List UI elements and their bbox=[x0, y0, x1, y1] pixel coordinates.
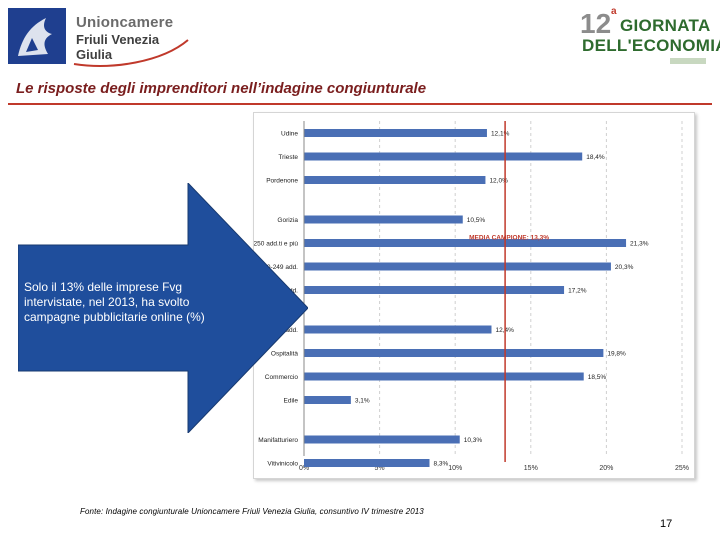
bar bbox=[304, 459, 430, 467]
x-tick-label: 0% bbox=[299, 465, 309, 472]
callout-text: Solo il 13% delle imprese Fvg intervista… bbox=[24, 280, 205, 324]
bar bbox=[304, 129, 487, 137]
bar bbox=[304, 396, 351, 404]
unioncamere-logo: Unioncamere Friuli Venezia Giulia bbox=[8, 8, 189, 67]
category-label: 50-249 add. bbox=[263, 264, 298, 271]
data-label: 21,3% bbox=[630, 241, 649, 248]
category-label: 250 add.ti e più bbox=[254, 241, 298, 248]
data-label: 12,1% bbox=[491, 131, 510, 138]
bar bbox=[304, 349, 604, 357]
data-label: 8,3% bbox=[433, 461, 448, 468]
category-label: Trieste bbox=[278, 154, 298, 161]
x-tick-label: 25% bbox=[675, 465, 689, 472]
logo-swoosh-icon bbox=[73, 39, 189, 67]
x-tick-label: 5% bbox=[375, 465, 385, 472]
giornata-economia-logo: 12 a GIORNATA DELL'ECONOMIA bbox=[580, 6, 720, 68]
bar bbox=[304, 262, 611, 271]
data-label: 17,2% bbox=[568, 288, 587, 295]
category-label: Vitivinicolo bbox=[267, 461, 298, 468]
category-label: Udine bbox=[281, 131, 298, 138]
reference-line-label: MEDIA CAMPIONE: 13,3% bbox=[469, 235, 549, 242]
bar bbox=[304, 325, 492, 334]
bar-chart-panel: 0% 5% 10% 15% 20% 25% Udine 12,1% Trieste 18,4% Po… bbox=[253, 112, 695, 479]
category-label: Commercio bbox=[265, 374, 299, 381]
category-label: Manifatturiero bbox=[258, 437, 298, 444]
category-label: Pordenone bbox=[266, 178, 298, 185]
bar bbox=[304, 239, 627, 247]
logo-edition-number: 12 bbox=[580, 8, 612, 39]
x-tick-label: 20% bbox=[599, 465, 613, 472]
data-label: 20,3% bbox=[615, 264, 634, 271]
callout-arrow-icon bbox=[18, 183, 308, 433]
bar bbox=[304, 176, 486, 184]
logo-line1: Unioncamere bbox=[76, 14, 174, 31]
data-label: 18,4% bbox=[586, 154, 605, 161]
logo-edition-superscript: a bbox=[611, 6, 617, 17]
data-label: 3,1% bbox=[355, 398, 370, 405]
category-label: Gorizia bbox=[277, 217, 298, 224]
logo-sponsor-strip bbox=[670, 58, 706, 64]
bar-chart: 0% 5% 10% 15% 20% 25% Udine 12,1% Trieste 18,4% Po… bbox=[254, 121, 689, 472]
slide-title: Le risposte degli imprenditori nell’inda… bbox=[16, 80, 427, 97]
title-divider bbox=[8, 103, 712, 105]
data-label: 12,0% bbox=[489, 178, 508, 185]
data-label: 19,8% bbox=[607, 351, 626, 358]
data-label: 10,5% bbox=[467, 217, 486, 224]
bar bbox=[304, 152, 583, 161]
bar bbox=[304, 215, 463, 224]
category-label: Ospitalità bbox=[271, 351, 298, 358]
x-tick-label: 10% bbox=[448, 465, 462, 472]
logo-line2: Friuli Venezia Giulia bbox=[76, 32, 160, 62]
eagle-emblem-icon bbox=[8, 8, 66, 64]
category-label: Edile bbox=[284, 398, 299, 405]
data-label: 18,5% bbox=[588, 374, 607, 381]
logo-giornata: GIORNATA bbox=[620, 16, 711, 35]
x-tick-label: 15% bbox=[524, 465, 538, 472]
bar bbox=[304, 435, 460, 444]
bar bbox=[304, 372, 584, 381]
logo-economia: DELL'ECONOMIA bbox=[582, 36, 720, 55]
data-label: 10,3% bbox=[464, 437, 483, 444]
page-number: 17 bbox=[660, 518, 673, 530]
source-note: Fonte: Indagine congiunturale Unioncamer… bbox=[80, 507, 424, 516]
bar bbox=[304, 286, 565, 294]
